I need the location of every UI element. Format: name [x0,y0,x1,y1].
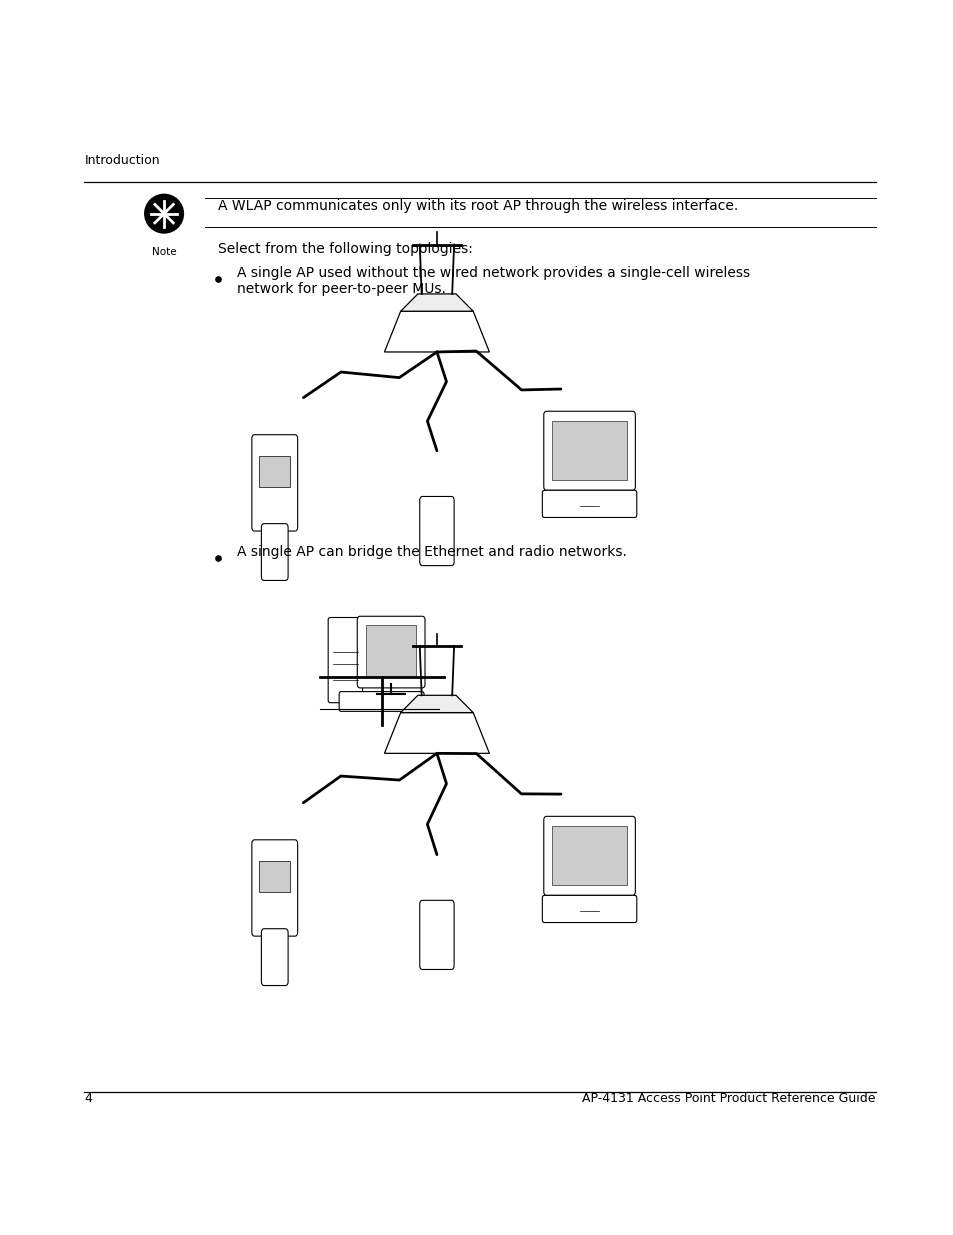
FancyBboxPatch shape [261,524,288,580]
Ellipse shape [144,194,184,233]
FancyBboxPatch shape [366,625,416,677]
Text: Introduction: Introduction [84,154,160,167]
Polygon shape [400,294,473,311]
Polygon shape [384,713,489,753]
FancyBboxPatch shape [252,840,297,936]
Text: AP-4131 Access Point Product Reference Guide: AP-4131 Access Point Product Reference G… [581,1092,875,1104]
Text: Select from the following topologies:: Select from the following topologies: [217,242,472,256]
Text: Note: Note [152,247,176,257]
FancyBboxPatch shape [328,618,362,703]
FancyBboxPatch shape [419,496,454,566]
FancyBboxPatch shape [552,826,626,885]
Text: network for peer-to-peer MUs.: network for peer-to-peer MUs. [236,282,445,295]
Text: 4: 4 [84,1092,92,1104]
Polygon shape [400,695,473,713]
FancyBboxPatch shape [541,895,637,923]
FancyBboxPatch shape [261,929,288,986]
Text: A single AP can bridge the Ethernet and radio networks.: A single AP can bridge the Ethernet and … [236,545,626,558]
FancyBboxPatch shape [339,692,423,711]
FancyBboxPatch shape [259,456,290,488]
FancyBboxPatch shape [252,435,297,531]
Text: A single AP used without the wired network provides a single-cell wireless: A single AP used without the wired netwo… [236,266,749,279]
FancyBboxPatch shape [543,411,635,490]
Text: A WLAP communicates only with its root AP through the wireless interface.: A WLAP communicates only with its root A… [217,199,737,212]
FancyBboxPatch shape [357,616,425,688]
Polygon shape [384,311,489,352]
FancyBboxPatch shape [543,816,635,895]
FancyBboxPatch shape [419,900,454,969]
FancyBboxPatch shape [552,421,626,480]
FancyBboxPatch shape [259,861,290,893]
FancyBboxPatch shape [541,490,637,517]
